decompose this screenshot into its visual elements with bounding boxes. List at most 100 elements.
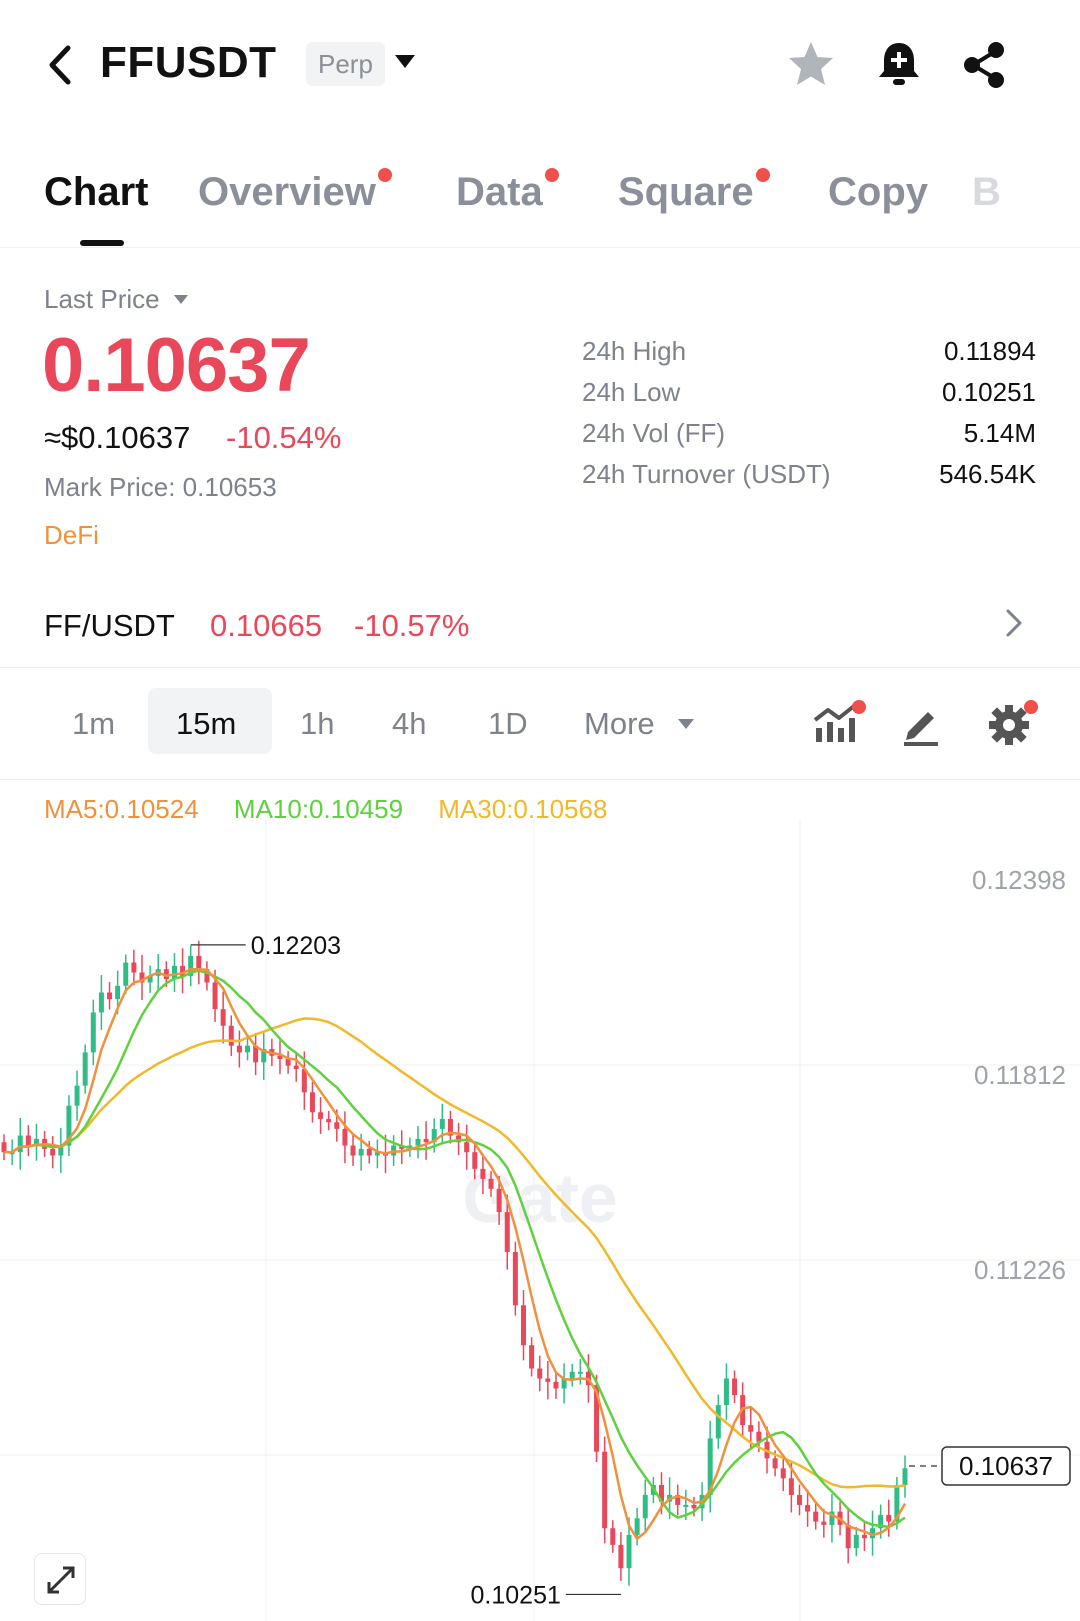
candle-body (147, 975, 153, 983)
candle-body (98, 992, 104, 1013)
fullscreen-button[interactable] (34, 1553, 86, 1605)
candle-body (805, 1504, 811, 1512)
mark-price: Mark Price: 0.10653 (44, 472, 277, 502)
contract-type-badge[interactable]: Perp (306, 42, 385, 86)
timeframe-15m[interactable]: 15m (176, 706, 237, 741)
candle-body (658, 1484, 664, 1502)
candle-body (756, 1431, 762, 1442)
candle-body (545, 1378, 551, 1382)
draw-pencil-icon[interactable] (896, 698, 946, 748)
ma10-value: MA10:0.10459 (233, 794, 404, 824)
active-tab-indicator (80, 240, 124, 246)
timeframe-1m[interactable]: 1m (72, 706, 116, 741)
candle-body (415, 1138, 421, 1146)
notification-dot (377, 168, 392, 182)
candle-body (480, 1168, 486, 1179)
ma5-line (4, 967, 907, 1541)
timeframe-4h[interactable]: 4h (392, 706, 427, 741)
candle-body (788, 1478, 794, 1495)
spot-market-link[interactable]: FF/USDT 0.10665 -10.57% (0, 578, 1080, 668)
candle-body (228, 1025, 234, 1046)
ma-legend: MA5:0.10524 MA10:0.10459 MA30:0.10568 (44, 794, 635, 825)
candle-body (845, 1524, 851, 1549)
candle-body (691, 1504, 697, 1509)
chevron-right-icon (1006, 609, 1022, 637)
candle-body (780, 1468, 786, 1479)
candle-body (553, 1381, 559, 1389)
candle-body (878, 1514, 884, 1529)
top-bar: FFUSDT Perp (0, 0, 1080, 130)
timeframe-1d[interactable]: 1D (488, 706, 528, 741)
candle-body (902, 1468, 908, 1485)
candle-body (861, 1534, 867, 1539)
candle-body (577, 1371, 583, 1374)
candle-body (277, 1055, 283, 1060)
candle-body (253, 1045, 259, 1063)
tab-square[interactable]: Square (618, 168, 770, 215)
candle-body (139, 972, 145, 983)
candle-body (82, 1052, 88, 1086)
notification-dot (755, 168, 770, 182)
category-tag[interactable]: DeFi (44, 520, 99, 550)
favorite-star-icon[interactable] (784, 38, 838, 92)
tab-overview[interactable]: Overview (198, 168, 392, 215)
candle-body (870, 1528, 876, 1539)
candle-body (715, 1405, 721, 1439)
candle-body (1, 1142, 7, 1153)
tab-chart[interactable]: Chart (44, 170, 149, 214)
notification-dot (1024, 700, 1038, 714)
tab-more-truncated[interactable]: B (972, 170, 1001, 214)
last-price-selector[interactable]: Last Price (44, 284, 160, 314)
candle-body (220, 1009, 226, 1026)
settings-gear-icon[interactable] (984, 698, 1034, 748)
candle-body (504, 1212, 510, 1253)
share-icon[interactable] (958, 38, 1012, 92)
stat-24h-high: 24h High 0.11894 (582, 336, 1036, 366)
candle-body (301, 1069, 307, 1093)
usd-price-value: ≈$0.10637 (44, 420, 191, 455)
candle-body (707, 1438, 713, 1495)
back-arrow-icon[interactable] (40, 40, 80, 90)
symbol-dropdown-caret-icon[interactable] (395, 55, 415, 69)
indicators-icon[interactable] (810, 698, 860, 748)
timeframe-more[interactable]: More (584, 706, 655, 741)
y-axis-tick-label: 0.11812 (974, 1060, 1066, 1090)
candle-body (569, 1371, 575, 1379)
candle-body (732, 1378, 738, 1396)
candle-body (423, 1138, 429, 1143)
candle-body (796, 1494, 802, 1505)
candle-body (642, 1494, 648, 1519)
candle-body (853, 1534, 859, 1549)
candle-body (171, 965, 177, 980)
tab-copy[interactable]: Copy (828, 170, 928, 214)
chevron-down-icon[interactable] (678, 719, 694, 730)
candle-body (610, 1528, 616, 1545)
spot-price: 0.10665 (210, 608, 323, 643)
price-alert-bell-icon[interactable] (872, 38, 926, 92)
notification-dot (544, 168, 559, 182)
candle-body (561, 1378, 567, 1389)
symbol-title[interactable]: FFUSDT (100, 38, 277, 87)
tab-data[interactable]: Data (456, 168, 559, 215)
candle-body (431, 1128, 437, 1143)
candle-body (180, 965, 186, 976)
candle-body (594, 1385, 600, 1452)
candle-body (318, 1112, 324, 1119)
candle-body (123, 962, 129, 986)
timeframe-1h[interactable]: 1h (300, 706, 335, 741)
candle-body (74, 1085, 80, 1106)
stat-24h-low: 24h Low 0.10251 (582, 377, 1036, 407)
candle-body (496, 1188, 502, 1213)
candle-body (618, 1544, 624, 1569)
candlestick-chart[interactable]: Gate 0.12398 0.11812 0.11226 0.12203 0.10251 0… (0, 820, 1080, 1621)
candle-body (748, 1425, 754, 1432)
candle-body (350, 1145, 356, 1156)
last-price-tag-label: 0.10637 (959, 1451, 1053, 1481)
candle-body (399, 1145, 405, 1149)
candle-body (163, 969, 169, 980)
candle-body (723, 1378, 729, 1406)
ma5-value: MA5:0.10524 (44, 794, 199, 824)
candle-body (131, 962, 137, 973)
chevron-down-icon[interactable] (174, 295, 188, 305)
low-price-label: 0.10251 (471, 1581, 561, 1609)
